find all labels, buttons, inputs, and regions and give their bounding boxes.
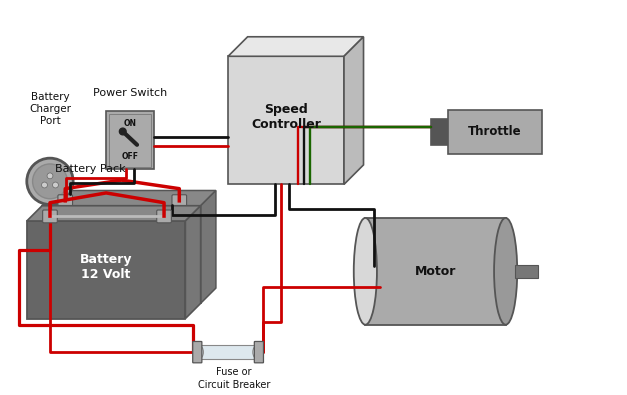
- FancyBboxPatch shape: [157, 210, 171, 223]
- FancyBboxPatch shape: [228, 56, 344, 184]
- Text: Battery
12 Volt: Battery 12 Volt: [80, 253, 132, 281]
- FancyBboxPatch shape: [255, 341, 263, 363]
- Circle shape: [33, 164, 67, 199]
- Circle shape: [119, 128, 126, 135]
- FancyBboxPatch shape: [27, 221, 186, 319]
- Text: Battery Pack: Battery Pack: [55, 164, 125, 174]
- Ellipse shape: [354, 218, 377, 325]
- FancyBboxPatch shape: [366, 218, 505, 325]
- FancyBboxPatch shape: [431, 119, 448, 145]
- Circle shape: [27, 158, 73, 205]
- FancyBboxPatch shape: [172, 195, 187, 207]
- Text: Power Switch: Power Switch: [93, 88, 167, 98]
- Text: Battery
Charger
Port: Battery Charger Port: [29, 92, 71, 126]
- FancyBboxPatch shape: [43, 210, 57, 223]
- Text: Motor: Motor: [415, 265, 456, 278]
- Text: Speed
Controller: Speed Controller: [251, 103, 321, 131]
- Ellipse shape: [194, 346, 203, 359]
- Polygon shape: [228, 37, 364, 56]
- FancyBboxPatch shape: [42, 206, 201, 303]
- Polygon shape: [344, 37, 364, 184]
- Polygon shape: [27, 206, 201, 221]
- FancyBboxPatch shape: [515, 265, 538, 278]
- Circle shape: [53, 182, 58, 188]
- Polygon shape: [42, 190, 216, 206]
- Ellipse shape: [253, 346, 262, 359]
- FancyBboxPatch shape: [58, 195, 73, 207]
- Circle shape: [47, 173, 53, 179]
- Text: OFF: OFF: [122, 152, 139, 161]
- Text: Fuse or
Circuit Breaker: Fuse or Circuit Breaker: [198, 367, 270, 390]
- Polygon shape: [186, 206, 201, 319]
- FancyBboxPatch shape: [199, 346, 257, 359]
- Ellipse shape: [494, 218, 517, 325]
- FancyBboxPatch shape: [448, 110, 542, 154]
- Text: Throttle: Throttle: [468, 126, 522, 138]
- Text: ON: ON: [124, 119, 137, 128]
- FancyBboxPatch shape: [108, 114, 151, 167]
- Polygon shape: [201, 190, 216, 303]
- Circle shape: [41, 182, 48, 188]
- FancyBboxPatch shape: [192, 341, 202, 363]
- FancyBboxPatch shape: [106, 111, 154, 169]
